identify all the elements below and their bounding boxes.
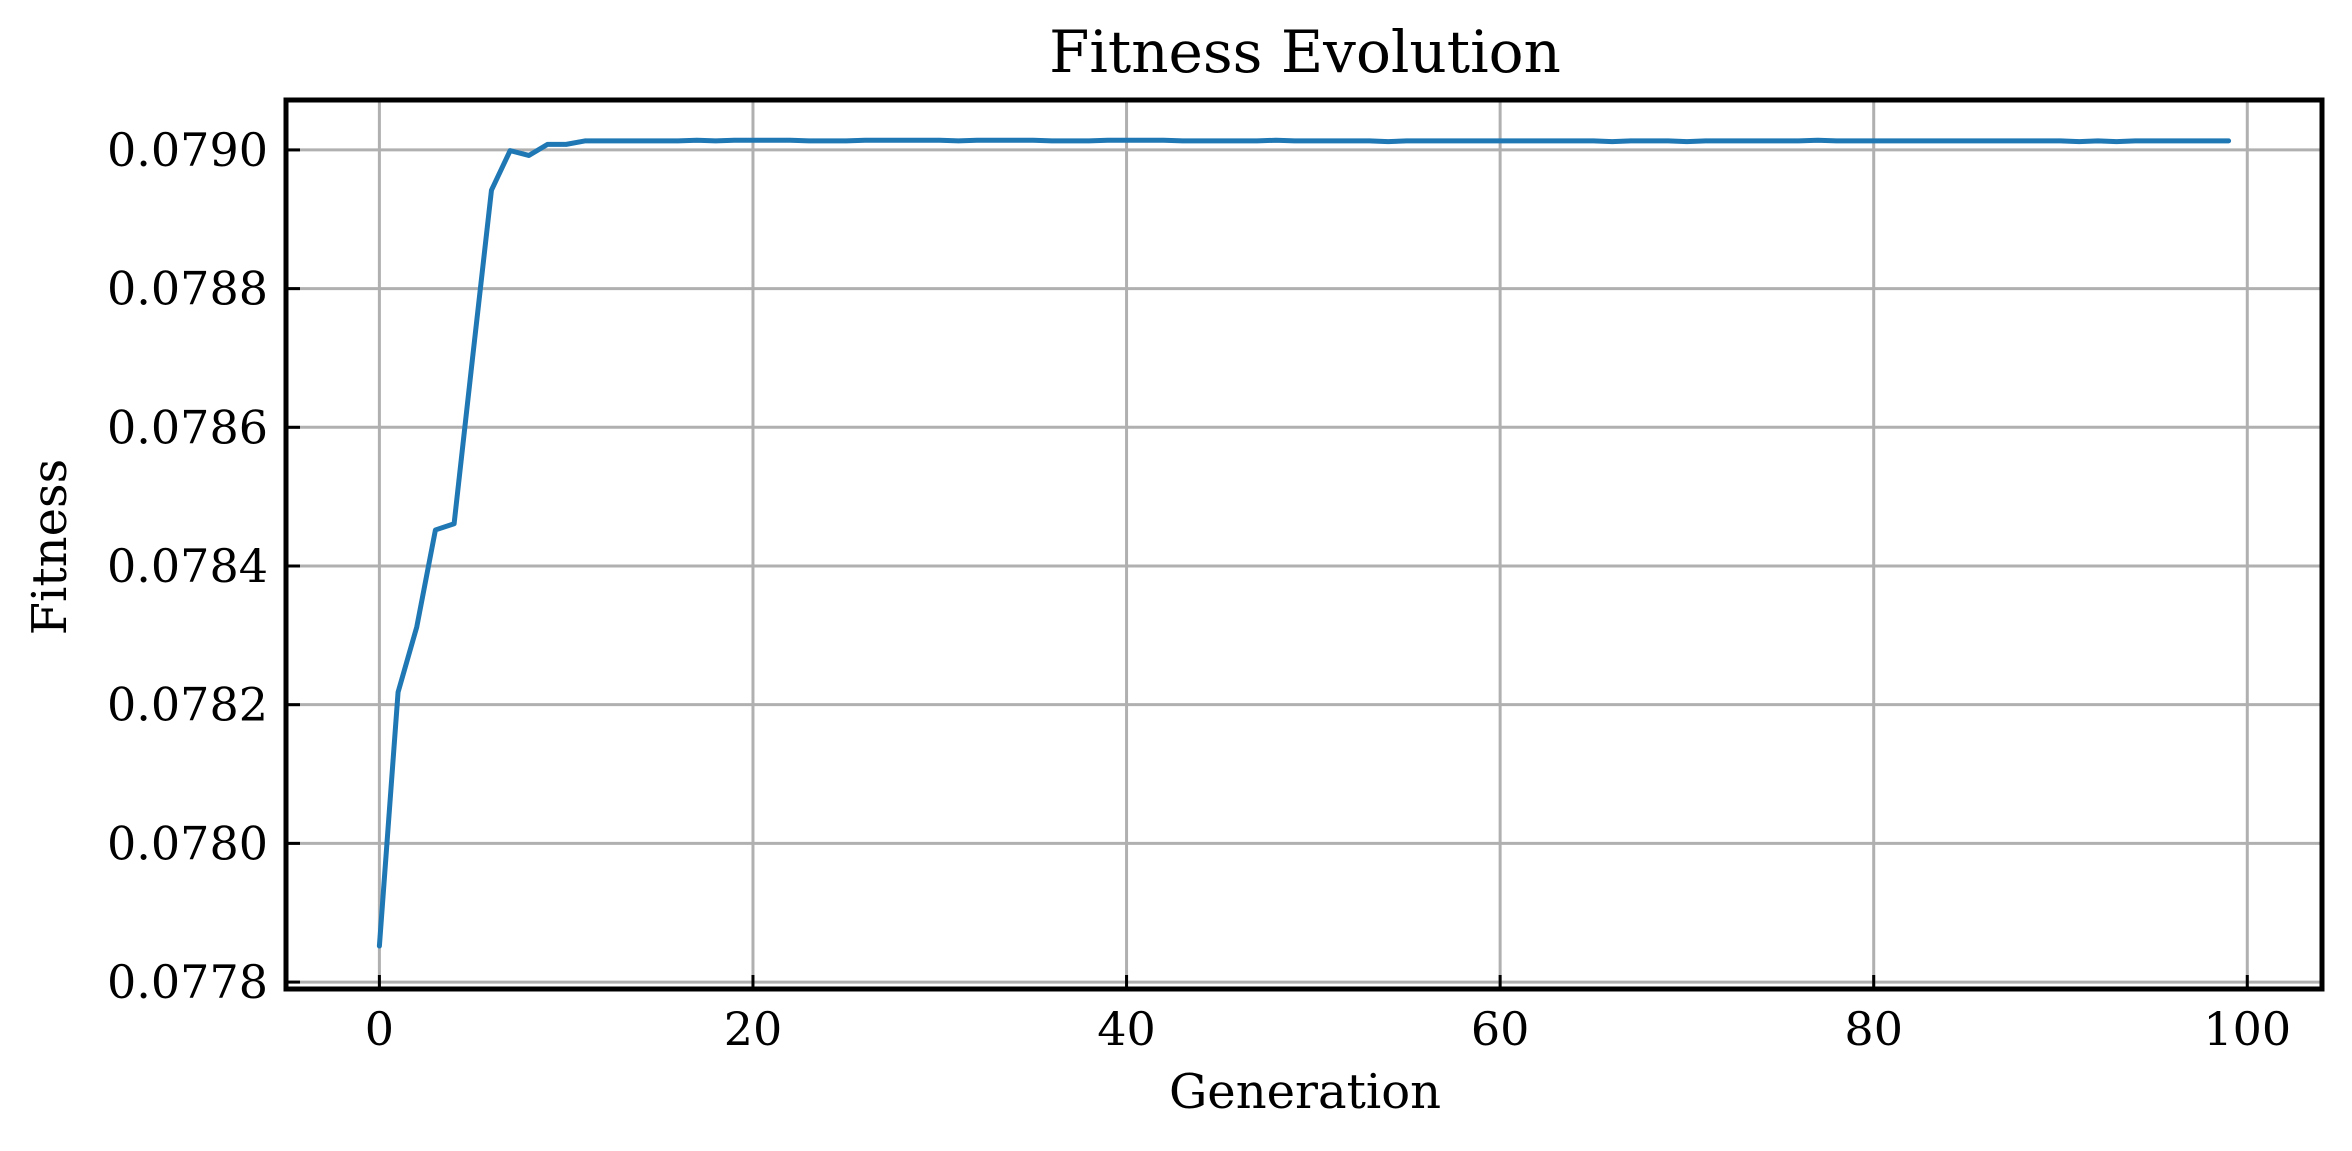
x-tick-label: 80 [1844, 1002, 1903, 1056]
x-tick-label: 20 [724, 1002, 783, 1056]
x-tick-label: 0 [365, 1002, 394, 1056]
y-tick-label: 0.0782 [107, 678, 268, 732]
axis-ticks [286, 148, 2249, 989]
y-tick-label: 0.0784 [107, 539, 268, 593]
series-layer [376, 137, 2232, 949]
y-tick-label: 0.0786 [107, 400, 268, 454]
y-tick-label: 0.0788 [107, 262, 268, 316]
x-axis-label: Generation [1169, 1064, 1441, 1120]
x-tick-label: 60 [1471, 1002, 1530, 1056]
chart-title: Fitness Evolution [1049, 18, 1561, 86]
x-tick-label: 40 [1097, 1002, 1156, 1056]
y-tick-label: 0.0790 [107, 123, 268, 177]
y-tick-label: 0.0778 [107, 955, 268, 1009]
plot-frame [283, 97, 2325, 992]
y-axis-label: Fitness [22, 459, 78, 636]
series-line [376, 137, 2232, 949]
y-tick-labels: 0.0778 0.0780 0.0782 0.0784 0.0786 0.0788 0.07… [107, 123, 268, 1009]
x-tick-labels: 0 20 40 60 80 100 [365, 1002, 2291, 1056]
x-tick-label: 100 [2203, 1002, 2291, 1056]
grid-lines [286, 100, 2322, 989]
y-tick-label: 0.0780 [107, 816, 268, 870]
